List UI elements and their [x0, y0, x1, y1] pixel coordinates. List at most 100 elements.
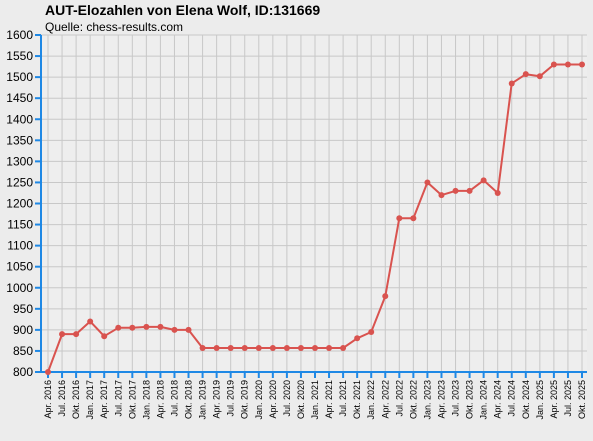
y-tick-label: 1150	[7, 218, 33, 232]
x-tick-label: Jan. 2019	[198, 380, 208, 420]
x-tick-label: Apr. 2024	[493, 380, 503, 419]
data-point	[508, 80, 515, 87]
data-point	[213, 344, 220, 351]
y-tick-label: 1100	[7, 239, 33, 253]
x-tick-label: Jul. 2018	[169, 380, 179, 417]
x-tick-label: Jul. 2019	[226, 380, 236, 417]
y-axis-ticks: 800 850 900 950 1000 1050 1100 1150 1200 1250 1300…	[6, 28, 41, 379]
y-tick-label: 1600	[6, 28, 33, 42]
data-point	[579, 61, 585, 68]
data-point	[157, 323, 164, 330]
x-tick-label: Jul. 2021	[338, 380, 348, 417]
x-tick-label: Apr. 2020	[268, 380, 278, 419]
data-point	[45, 369, 51, 375]
data-point	[536, 73, 543, 80]
x-tick-label: Okt. 2024	[521, 380, 531, 419]
x-tick-label: Apr. 2017	[99, 380, 109, 419]
x-tick-label: Jan. 2023	[422, 380, 432, 420]
data-point	[283, 344, 290, 351]
x-tick-label: Jan. 2024	[479, 380, 489, 420]
x-tick-label: Apr. 2023	[436, 380, 446, 419]
data-point	[326, 344, 333, 351]
data-point	[340, 344, 347, 351]
x-tick-label: Jan. 2017	[85, 380, 95, 420]
y-tick-label: 1250	[6, 175, 33, 189]
x-tick-label: Apr. 2018	[155, 380, 165, 419]
x-tick-label: Okt. 2017	[127, 380, 137, 419]
x-tick-label: Apr. 2016	[43, 380, 53, 419]
x-tick-label: Okt. 2022	[408, 380, 418, 419]
x-tick-label: Okt. 2020	[296, 380, 306, 419]
x-tick-label: Jul. 2022	[394, 380, 404, 417]
data-point	[550, 61, 557, 68]
x-tick-label: Jul. 2017	[113, 380, 123, 417]
x-tick-label: Apr. 2022	[380, 380, 390, 419]
x-tick-label: Jul. 2020	[282, 380, 292, 417]
data-point	[424, 179, 431, 186]
data-point	[494, 189, 501, 196]
data-point	[199, 344, 206, 351]
data-point	[564, 61, 571, 68]
data-point	[312, 344, 318, 351]
x-tick-label: Jan. 2020	[254, 380, 264, 420]
data-point	[143, 323, 150, 330]
data-point	[438, 192, 445, 199]
x-tick-label: Jul. 2016	[57, 380, 67, 417]
data-point	[171, 326, 178, 333]
data-point	[297, 344, 304, 351]
data-point	[59, 331, 66, 338]
data-point	[227, 344, 234, 351]
grid-lines	[41, 34, 587, 373]
y-tick-label: 1350	[6, 133, 33, 147]
data-point	[480, 177, 487, 184]
chart-title: AUT-Elozahlen von Elena Wolf, ID:131669	[45, 2, 321, 18]
x-tick-label: Okt. 2018	[184, 380, 194, 419]
x-tick-label: Apr. 2019	[212, 380, 222, 419]
data-point	[101, 333, 108, 340]
data-point	[129, 324, 136, 331]
x-tick-label: Okt. 2019	[240, 380, 250, 419]
x-tick-label: Okt. 2023	[465, 380, 475, 419]
series-group	[45, 61, 585, 375]
data-point	[522, 71, 529, 78]
x-tick-label: Jan. 2025	[535, 380, 545, 420]
y-tick-label: 900	[13, 323, 33, 337]
x-tick-label: Jan. 2018	[141, 380, 151, 420]
data-point	[269, 344, 276, 351]
y-tick-label: 1450	[6, 91, 33, 105]
x-axis-ticks: Apr. 2016 Jul. 2016 Okt. 2016 Jan. 2017 Apr.…	[43, 372, 587, 420]
data-point	[382, 293, 389, 300]
data-point	[185, 326, 192, 333]
x-tick-label: Apr. 2021	[324, 380, 334, 419]
y-tick-label: 1550	[6, 49, 33, 63]
data-point	[241, 344, 248, 351]
x-tick-label: Okt. 2021	[352, 380, 362, 419]
data-point	[115, 324, 122, 331]
y-tick-label: 1000	[6, 281, 33, 295]
y-tick-label: 1400	[6, 112, 33, 126]
chart-subtitle: Quelle: chess-results.com	[45, 20, 184, 34]
data-point	[255, 344, 262, 351]
data-point	[466, 187, 473, 194]
y-tick-label: 1200	[6, 197, 33, 211]
x-tick-label: Okt. 2016	[71, 380, 81, 419]
data-point	[73, 331, 80, 338]
y-tick-label: 1050	[6, 260, 33, 274]
x-tick-label: Apr. 2025	[549, 380, 559, 419]
y-tick-label: 850	[13, 344, 33, 358]
y-tick-label: 950	[13, 302, 33, 316]
x-tick-label: Jan. 2022	[366, 380, 376, 420]
x-tick-label: Okt. 2025	[577, 380, 587, 419]
data-point	[87, 318, 94, 325]
x-tick-label: Jul. 2023	[451, 380, 461, 417]
x-tick-label: Jan. 2021	[310, 380, 320, 420]
data-point	[452, 187, 459, 194]
data-point	[410, 215, 417, 222]
y-tick-label: 800	[13, 365, 33, 379]
y-tick-label: 1300	[6, 154, 33, 168]
y-tick-label: 1500	[6, 70, 33, 84]
x-tick-label: Jul. 2025	[563, 380, 573, 417]
data-point	[368, 328, 375, 335]
x-tick-label: Jul. 2024	[507, 380, 517, 417]
